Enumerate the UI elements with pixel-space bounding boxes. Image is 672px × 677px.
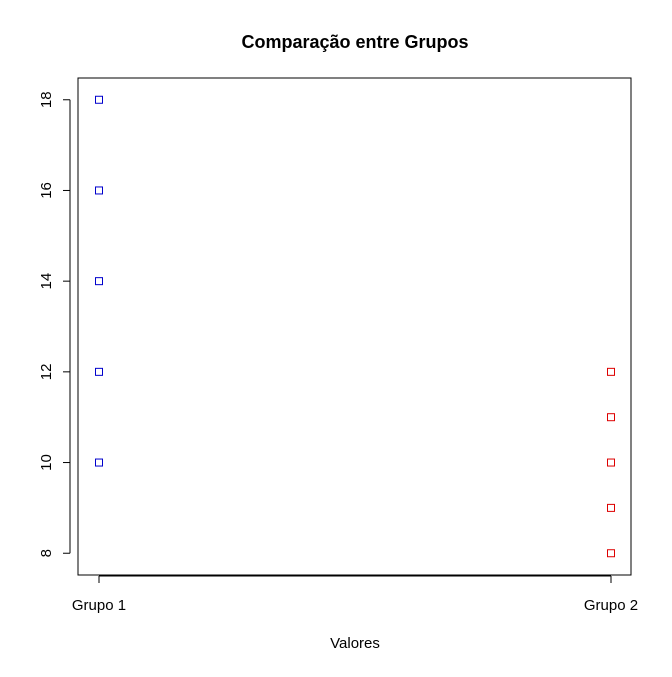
- data-point: [95, 277, 103, 286]
- data-point: [95, 458, 103, 467]
- data-point: [95, 186, 103, 195]
- x-axis-label: Valores: [330, 635, 380, 652]
- y-axis: 8 10 12 14 16 18: [38, 91, 71, 557]
- x-tick-label: Grupo 1: [72, 597, 126, 614]
- x-axis: Grupo 1 Grupo 2: [72, 575, 638, 614]
- data-point: [607, 413, 615, 422]
- y-tick-label: 8: [38, 549, 55, 557]
- plot-frame: [77, 77, 632, 576]
- data-point: [95, 367, 103, 376]
- data-point: [607, 367, 615, 376]
- chart-title: Comparação entre Grupos: [241, 32, 468, 52]
- y-tick-label: 14: [38, 273, 55, 290]
- data-point: [607, 458, 615, 467]
- y-tick-label: 12: [38, 364, 55, 381]
- data-point: [95, 95, 103, 104]
- y-tick-label: 16: [38, 182, 55, 199]
- y-tick-label: 18: [38, 91, 55, 108]
- data-point: [607, 503, 615, 512]
- x-tick-label: Grupo 2: [584, 597, 638, 614]
- data-point: [607, 549, 615, 558]
- y-tick-label: 10: [38, 454, 55, 471]
- data-points: [95, 95, 615, 558]
